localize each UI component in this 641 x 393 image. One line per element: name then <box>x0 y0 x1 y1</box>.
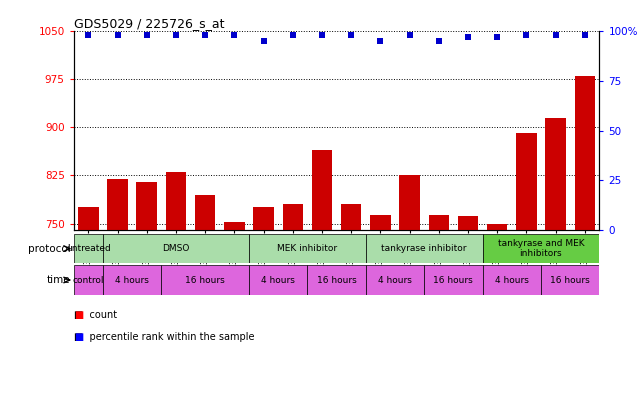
Point <box>83 32 94 39</box>
Text: MEK inhibitor: MEK inhibitor <box>278 244 337 253</box>
Text: ■: ■ <box>74 310 83 320</box>
Point <box>112 32 122 39</box>
Point <box>142 32 152 39</box>
Bar <box>370 215 390 230</box>
Text: DMSO: DMSO <box>162 244 190 253</box>
Text: 4 hours: 4 hours <box>261 275 295 285</box>
Bar <box>429 215 449 230</box>
Point <box>579 32 590 39</box>
Text: tankyrase inhibitor: tankyrase inhibitor <box>381 244 467 253</box>
Bar <box>74 234 103 263</box>
Bar <box>107 179 128 230</box>
Bar <box>249 265 307 295</box>
Bar <box>483 265 541 295</box>
Text: 4 hours: 4 hours <box>495 275 529 285</box>
Text: 4 hours: 4 hours <box>115 275 149 285</box>
Text: GDS5029 / 225726_s_at: GDS5029 / 225726_s_at <box>74 17 224 30</box>
Bar <box>424 265 483 295</box>
Bar <box>516 132 537 230</box>
Text: 16 hours: 16 hours <box>185 275 225 285</box>
Bar <box>541 265 599 295</box>
Text: 16 hours: 16 hours <box>550 275 590 285</box>
Bar <box>307 265 366 295</box>
Point <box>346 32 356 39</box>
Bar <box>78 208 99 230</box>
Bar <box>137 182 157 230</box>
Bar <box>366 234 483 263</box>
Text: untreated: untreated <box>66 244 111 253</box>
Point <box>433 38 444 44</box>
Text: time: time <box>47 275 71 285</box>
Text: 4 hours: 4 hours <box>378 275 412 285</box>
Text: protocol: protocol <box>28 244 71 253</box>
Bar <box>487 224 508 230</box>
Bar <box>165 172 186 230</box>
Point <box>492 34 503 40</box>
Text: ■  percentile rank within the sample: ■ percentile rank within the sample <box>74 332 254 342</box>
Bar <box>224 222 245 230</box>
Point <box>375 38 385 44</box>
Bar <box>283 204 303 230</box>
Point <box>288 32 298 39</box>
Point <box>521 32 531 39</box>
Point <box>171 32 181 39</box>
Bar <box>574 76 595 230</box>
Bar <box>74 265 103 295</box>
Text: control: control <box>72 275 104 285</box>
Point <box>317 32 327 39</box>
Bar <box>103 234 249 263</box>
Text: ■: ■ <box>74 332 83 342</box>
Bar <box>366 265 424 295</box>
Bar <box>249 234 366 263</box>
Text: 16 hours: 16 hours <box>317 275 356 285</box>
Text: ■  count: ■ count <box>74 310 117 320</box>
Text: 16 hours: 16 hours <box>433 275 473 285</box>
Bar <box>162 265 249 295</box>
Bar <box>312 150 332 230</box>
Bar <box>483 234 599 263</box>
Bar <box>545 118 566 230</box>
Bar <box>341 204 362 230</box>
Point <box>404 32 415 39</box>
Point <box>551 32 561 39</box>
Point <box>200 32 210 39</box>
Bar <box>399 176 420 230</box>
Point <box>229 32 240 39</box>
Bar <box>458 216 478 230</box>
Bar <box>103 265 162 295</box>
Text: tankyrase and MEK
inhibitors: tankyrase and MEK inhibitors <box>497 239 584 258</box>
Bar <box>253 208 274 230</box>
Point <box>463 34 473 40</box>
Point <box>258 38 269 44</box>
Bar <box>195 195 215 230</box>
